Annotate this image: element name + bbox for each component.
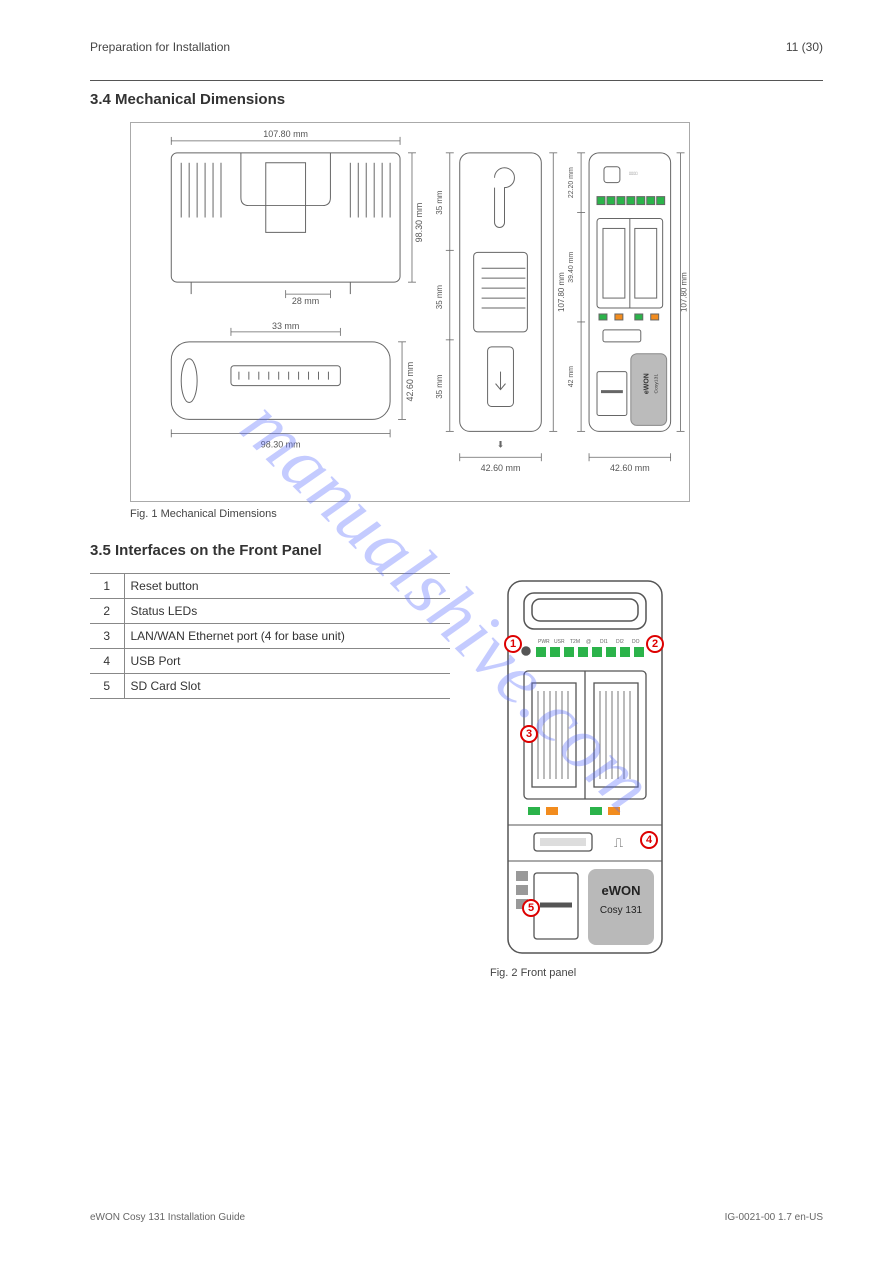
- callout-1: 1: [504, 635, 522, 653]
- dim-side-height: 98.30 mm: [414, 203, 424, 243]
- dim-right-width: 42.60 mm: [610, 463, 650, 473]
- header-rule: [90, 80, 823, 81]
- page-header: Preparation for Installation 11 (30): [90, 40, 823, 54]
- svg-text:Cosy131: Cosy131: [654, 374, 660, 394]
- svg-text:USR: USR: [554, 639, 565, 645]
- dim-mid-a: 35 mm: [435, 190, 444, 215]
- dim-bottom-inner: 33 mm: [272, 321, 299, 331]
- svg-text:eWON: eWON: [602, 883, 641, 898]
- svg-text:⬇: ⬇: [497, 439, 505, 449]
- cell-num: 2: [90, 599, 124, 624]
- svg-text:T2M: T2M: [570, 639, 580, 645]
- cell-label: LAN/WAN Ethernet port (4 for base unit): [124, 624, 450, 649]
- mech-dimensions-figure: 107.80 mm 98.30 mm 28 mm: [130, 122, 690, 502]
- table-row: 4USB Port: [90, 649, 450, 674]
- footer-right: IG-0021-00 1.7 en-US: [725, 1212, 823, 1223]
- cell-label: SD Card Slot: [124, 674, 450, 699]
- dim-mid-width: 42.60 mm: [481, 463, 521, 473]
- cell-num: 1: [90, 574, 124, 599]
- header-page-ref: 11 (30): [786, 40, 823, 54]
- dim-right-mid: 39.40 mm: [568, 252, 575, 283]
- cell-label: Status LEDs: [124, 599, 450, 624]
- interfaces-title: 3.5 Interfaces on the Front Panel: [90, 542, 823, 559]
- cell-num: 3: [90, 624, 124, 649]
- dim-bottom-height: 42.60 mm: [405, 362, 415, 402]
- callout-3: 3: [520, 725, 538, 743]
- svg-text:Cosy 131: Cosy 131: [600, 905, 643, 916]
- interface-table: 1Reset button 2Status LEDs 3LAN/WAN Ethe…: [90, 573, 450, 699]
- callout-5: 5: [522, 899, 540, 917]
- table-row: 3LAN/WAN Ethernet port (4 for base unit): [90, 624, 450, 649]
- svg-text:DO: DO: [632, 639, 640, 645]
- cell-num: 4: [90, 649, 124, 674]
- cell-label: Reset button: [124, 574, 450, 599]
- cell-num: 5: [90, 674, 124, 699]
- dim-right-low: 42 mm: [568, 366, 575, 387]
- dim-right-total: 107.80 mm: [680, 272, 689, 312]
- svg-text:DI2: DI2: [616, 639, 624, 645]
- svg-text:@: @: [586, 639, 591, 645]
- mech-dims-title: 3.4 Mechanical Dimensions: [90, 91, 823, 108]
- page-footer: eWON Cosy 131 Installation Guide IG-0021…: [90, 1212, 823, 1223]
- dim-right-top: 22.20 mm: [568, 167, 575, 198]
- cell-label: USB Port: [124, 649, 450, 674]
- footer-left: eWON Cosy 131 Installation Guide: [90, 1212, 245, 1223]
- dim-mid-b: 35 mm: [435, 285, 444, 310]
- dim-bottom-width: 98.30 mm: [261, 439, 301, 449]
- callout-4: 4: [640, 831, 658, 849]
- svg-text:eWON: eWON: [644, 373, 651, 394]
- svg-text:▯▯▯▯: ▯▯▯▯: [629, 171, 638, 176]
- svg-text:PWR: PWR: [538, 639, 550, 645]
- dim-side-depth: 28 mm: [292, 296, 319, 306]
- dim-mid-total: 107.80 mm: [557, 272, 566, 312]
- callout-2: 2: [646, 635, 664, 653]
- svg-text:DI1: DI1: [600, 639, 608, 645]
- front-panel-figure: PWR USR T2M @ DI1 DI2 DO: [490, 573, 680, 963]
- table-row: 1Reset button: [90, 574, 450, 599]
- dim-top-width: 107.80 mm: [263, 129, 308, 139]
- front-fig-caption: Fig. 2 Front panel: [490, 967, 823, 979]
- dim-mid-c: 35 mm: [435, 374, 444, 399]
- header-section: Preparation for Installation: [90, 40, 230, 54]
- svg-text:⎍: ⎍: [614, 835, 623, 850]
- table-row: 2Status LEDs: [90, 599, 450, 624]
- table-row: 5SD Card Slot: [90, 674, 450, 699]
- mech-fig-caption: Fig. 1 Mechanical Dimensions: [130, 508, 823, 520]
